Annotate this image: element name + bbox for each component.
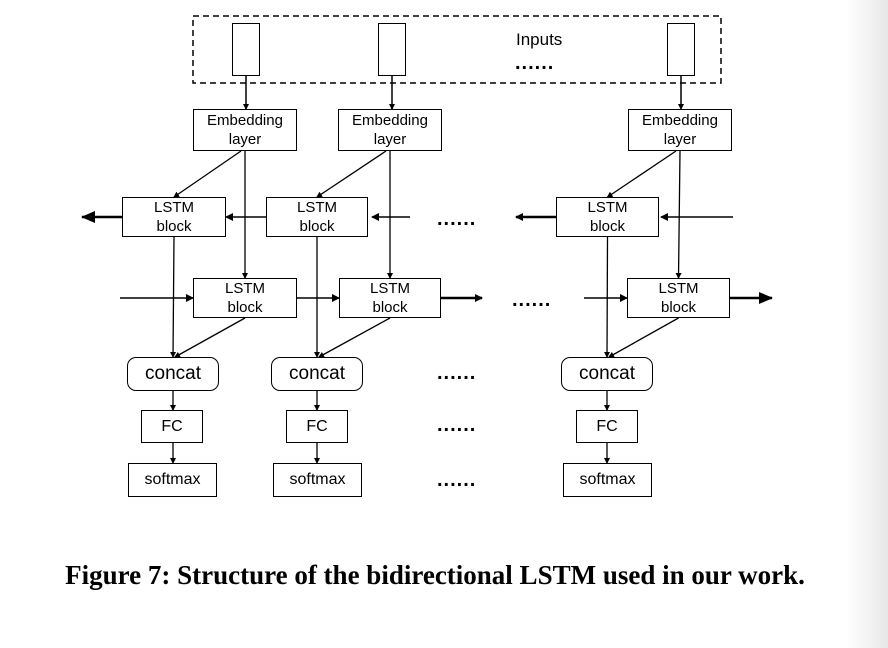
softmax-box: softmax <box>273 463 362 497</box>
embedding-layer-box: Embedding layer <box>193 109 297 151</box>
softmax-row-ellipsis: ...... <box>437 469 477 491</box>
concat-box: concat <box>271 357 363 391</box>
lstm-backward-label-line: LSTM <box>296 199 337 216</box>
forward-to-concat-arrow <box>608 317 679 358</box>
inputs-dashed-frame <box>192 15 722 84</box>
backward-to-concat-arrow <box>170 236 177 358</box>
concat-box: concat <box>561 357 653 391</box>
concat-row-ellipsis: ...... <box>437 362 477 384</box>
forward-to-concat-arrow <box>318 317 391 358</box>
softmax-box: softmax <box>563 463 652 497</box>
lstm-forward-label-line: LSTM <box>369 280 410 297</box>
lstm-forward-label-line: LSTM <box>658 280 699 297</box>
lstm-forward-label-line: LSTM <box>224 280 265 297</box>
lstm-forward-label-line: block <box>660 299 697 316</box>
embedding-label-line: layer <box>663 131 697 148</box>
embedding-label-line: Embedding <box>642 112 718 129</box>
embedding-layer-box: Embedding layer <box>338 109 442 151</box>
diagram-connections <box>81 15 773 464</box>
fc-layer-box: FC <box>141 410 203 443</box>
input-token-box <box>378 23 406 76</box>
embedding-to-backward-arrow <box>606 150 677 198</box>
lstm-backward-block: LSTM block <box>556 197 659 237</box>
fc-layer-box: FC <box>576 410 638 443</box>
fc-layer-box: FC <box>286 410 348 443</box>
lstm-forward-label-line: block <box>372 299 408 316</box>
backward-row-ellipsis: ...... <box>437 208 477 230</box>
backward-to-concat-arrow <box>604 236 611 358</box>
lstm-forward-block: LSTM block <box>339 278 441 318</box>
fc-row-ellipsis: ...... <box>437 414 477 436</box>
embedding-to-backward-arrow <box>316 150 387 198</box>
diagram-edges <box>81 76 773 464</box>
lstm-backward-label-line: block <box>156 218 192 235</box>
inputs-label: Inputs <box>516 30 563 49</box>
inputs-ellipsis: ...... <box>515 52 555 74</box>
figure-caption: Figure 7: Structure of the bidirectional… <box>65 560 805 590</box>
lstm-backward-block: LSTM block <box>266 197 368 237</box>
embedding-label-line: Embedding <box>207 112 283 129</box>
lstm-forward-label-line: block <box>227 299 263 316</box>
lstm-backward-label-line: block <box>589 218 626 235</box>
embedding-label-line: layer <box>373 131 407 148</box>
lstm-forward-block: LSTM block <box>193 278 297 318</box>
softmax-box: softmax <box>128 463 217 497</box>
lstm-backward-label-line: LSTM <box>153 199 194 216</box>
lstm-backward-label-line: LSTM <box>587 199 628 216</box>
lstm-forward-block: LSTM block <box>627 278 730 318</box>
input-token-box <box>667 23 695 76</box>
forward-row-ellipsis: ...... <box>512 289 552 311</box>
input-token-box <box>232 23 260 76</box>
lstm-backward-label-line: block <box>299 218 335 235</box>
concat-box: concat <box>127 357 219 391</box>
embedding-layer-box: Embedding layer <box>628 109 732 151</box>
embedding-label-line: layer <box>228 131 262 148</box>
embedding-to-forward-arrow <box>675 150 682 279</box>
embedding-label-line: Embedding <box>352 112 428 129</box>
lstm-backward-block: LSTM block <box>122 197 226 237</box>
forward-to-concat-arrow <box>174 317 246 358</box>
embedding-to-backward-arrow <box>173 150 242 198</box>
